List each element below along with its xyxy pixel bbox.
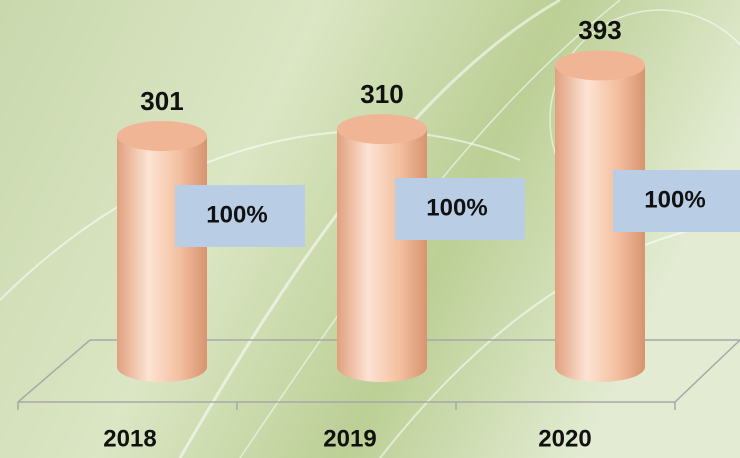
cylinder-top (555, 50, 645, 81)
cylinder (117, 120, 207, 382)
value-label: 301 (140, 86, 183, 116)
percent-box (395, 178, 525, 240)
x-tick-label: 2019 (323, 425, 376, 452)
x-tick-label: 2020 (538, 425, 591, 452)
x-tick-label: 2018 (103, 425, 156, 452)
cylinder (337, 114, 427, 382)
cylinder-top (117, 120, 207, 151)
cylinder-body (337, 129, 427, 382)
percent-box (175, 185, 305, 247)
percent-box (613, 170, 740, 232)
value-label: 310 (360, 79, 403, 109)
floor (17, 339, 740, 410)
percent-label: 100% (426, 194, 487, 221)
value-label: 393 (578, 15, 621, 45)
cylinder (555, 50, 645, 382)
percent-label: 100% (644, 186, 705, 213)
cylinder-body (117, 135, 207, 382)
cylinder-body (555, 65, 645, 382)
percent-label: 100% (206, 201, 267, 228)
cylinder-top (337, 114, 427, 145)
